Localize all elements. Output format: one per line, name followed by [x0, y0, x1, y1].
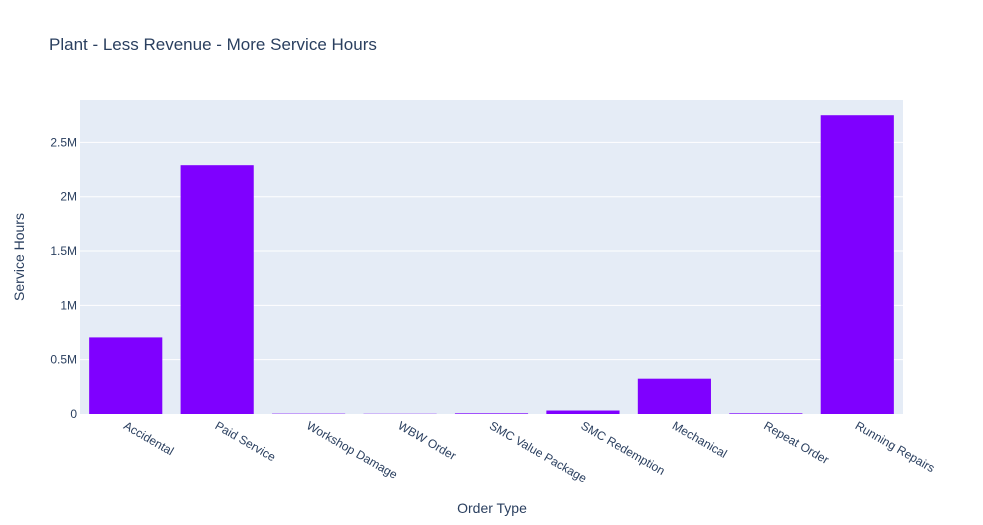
- y-axis-title: Service Hours: [11, 213, 27, 301]
- x-axis-ticks: Accidental Paid Service Workshop DamageWBW…: [121, 418, 937, 485]
- x-tick-label: Repeat Order: [761, 418, 831, 466]
- bar[interactable]: [729, 413, 803, 414]
- bars: [89, 115, 894, 415]
- x-tick-label: Mechanical: [670, 418, 730, 460]
- bar[interactable]: [180, 165, 254, 414]
- x-tick-label: WBW Order: [396, 418, 459, 462]
- x-tick-label: SMC Value Package: [487, 418, 589, 485]
- y-tick-label: 0.5M: [50, 353, 77, 367]
- bar[interactable]: [454, 413, 529, 414]
- y-tick-label: 0: [70, 407, 77, 421]
- y-axis-ticks: 0 0.5M 1M 1.5M 2M 2.5M: [50, 135, 77, 421]
- bar[interactable]: [89, 337, 163, 414]
- chart-title: Plant - Less Revenue - More Service Hour…: [49, 35, 377, 54]
- x-axis-title: Order Type: [457, 500, 527, 516]
- x-tick-label: SMC Redemption: [578, 418, 667, 477]
- y-tick-label: 1M: [60, 298, 77, 312]
- x-tick-label: Running Repairs: [853, 418, 937, 475]
- x-tick-label: Paid Service: [213, 418, 279, 464]
- y-tick-label: 1.5M: [50, 244, 77, 258]
- bar[interactable]: [637, 378, 711, 414]
- y-tick-label: 2.5M: [50, 135, 77, 149]
- bar[interactable]: [546, 410, 620, 414]
- bar[interactable]: [820, 115, 894, 415]
- x-tick-label: Accidental: [121, 418, 176, 458]
- y-tick-label: 2M: [60, 190, 77, 204]
- x-tick-label: Workshop Damage: [304, 418, 400, 482]
